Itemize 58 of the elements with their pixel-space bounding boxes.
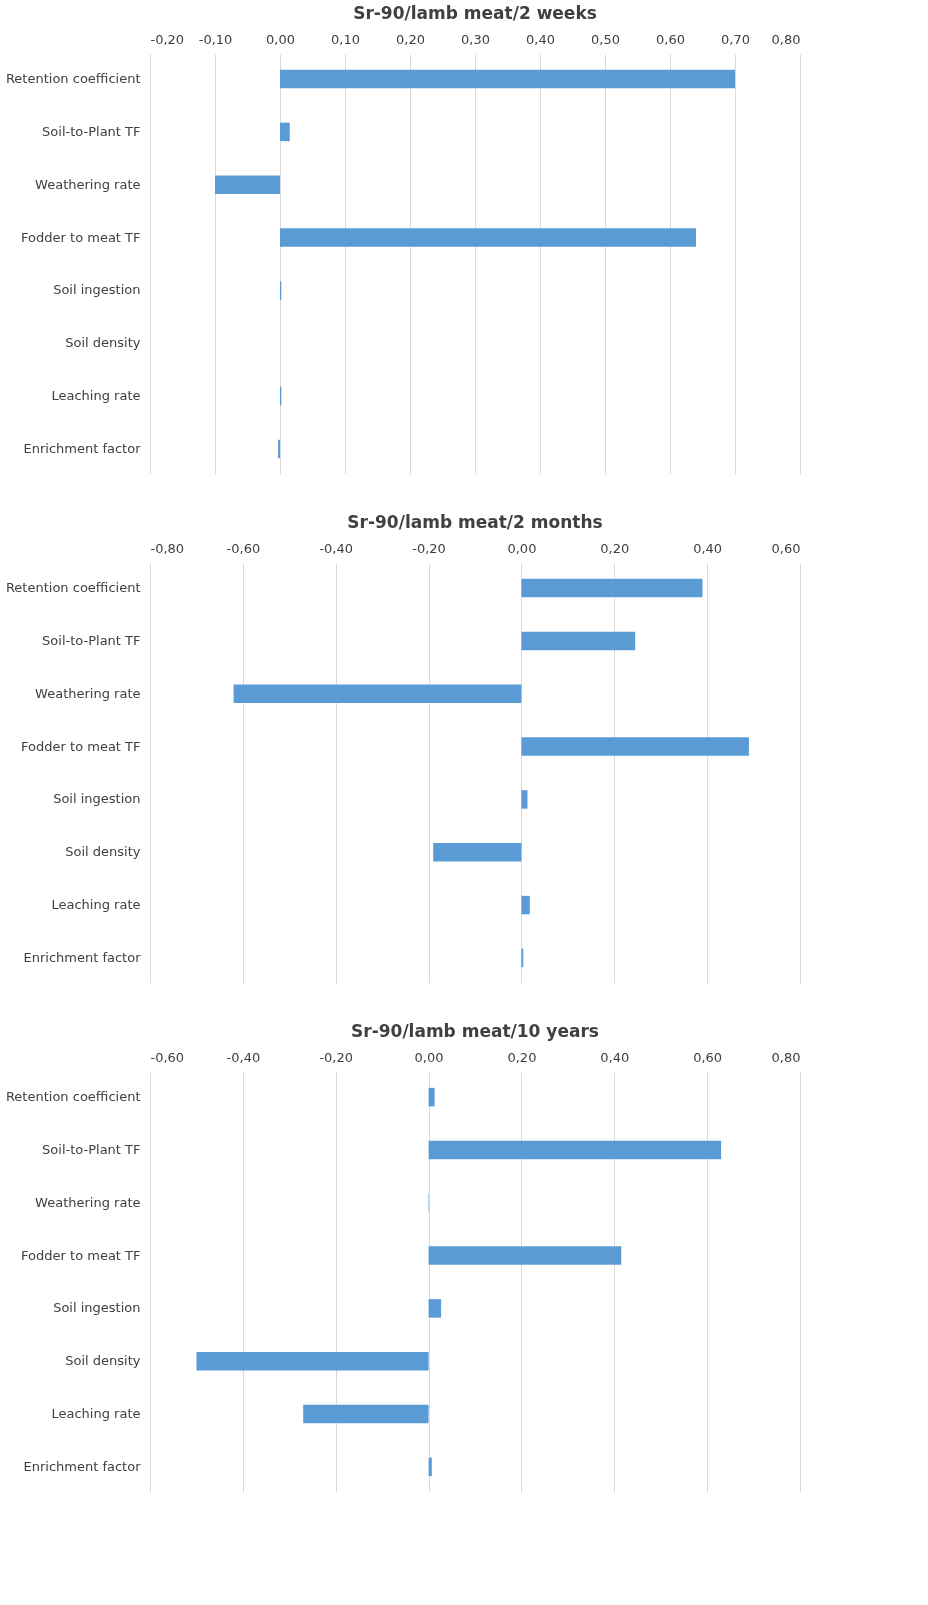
y-tick-label: Leaching rate <box>51 897 141 913</box>
y-tick-label: Weathering rate <box>35 176 141 192</box>
x-tick-label: 0,60 <box>693 1049 723 1065</box>
x-tick-label: 0,20 <box>396 31 425 47</box>
x-tick-label: 0,40 <box>526 31 555 47</box>
y-tick-label: Soil-to-Plant TF <box>42 632 141 648</box>
x-tick-label: -0,40 <box>319 540 354 556</box>
chart-title: Sr-90/lamb meat/10 years <box>351 1021 599 1041</box>
x-tick-label: 0,80 <box>771 1049 801 1065</box>
y-tick-label: Fodder to meat TF <box>21 229 141 245</box>
bar <box>280 69 735 89</box>
x-tick-label: 0,70 <box>721 31 750 47</box>
x-tick-label: 0,40 <box>693 540 723 556</box>
y-tick-label: Enrichment factor <box>23 440 142 456</box>
x-tick-label: -0,20 <box>319 1049 354 1065</box>
y-tick-label: Fodder to meat TF <box>21 738 141 754</box>
x-tick-label: -0,20 <box>150 31 185 47</box>
y-tick-label: Fodder to meat TF <box>21 1247 141 1263</box>
x-tick-label: 0,00 <box>414 1049 444 1065</box>
y-tick-label: Enrichment factor <box>23 1458 142 1474</box>
bar <box>280 122 290 142</box>
y-tick-label: Soil density <box>65 335 141 351</box>
x-tick-label: -0,60 <box>150 1049 185 1065</box>
x-tick-label: 0,60 <box>656 31 685 47</box>
x-tick-label: 0,60 <box>771 540 801 556</box>
y-tick-label: Leaching rate <box>51 388 141 404</box>
x-tick-label: -0,60 <box>226 540 261 556</box>
bar <box>280 228 696 247</box>
y-tick-label: Soil-to-Plant TF <box>42 123 141 139</box>
x-tick-label: 0,40 <box>600 1049 630 1065</box>
y-tick-label: Retention coefficient <box>5 1089 141 1105</box>
y-tick-label: Soil-to-Plant TF <box>42 1141 141 1157</box>
x-tick-label: 0,00 <box>507 540 537 556</box>
y-tick-label: Soil density <box>65 1353 141 1369</box>
bar <box>215 175 280 194</box>
x-tick-label: 0,50 <box>591 31 620 47</box>
y-tick-label: Soil ingestion <box>53 282 141 298</box>
y-tick-label: Weathering rate <box>35 685 141 701</box>
x-tick-label: -0,20 <box>412 540 446 556</box>
x-tick-label: 0,30 <box>461 31 490 47</box>
x-tick-label: -0,40 <box>226 1049 261 1065</box>
y-tick-label: Soil ingestion <box>53 791 141 807</box>
x-tick-label: 0,00 <box>266 31 295 47</box>
y-tick-label: Retention coefficient <box>5 580 141 596</box>
x-tick-label: 0,10 <box>331 31 360 47</box>
y-tick-label: Enrichment factor <box>23 949 142 965</box>
y-tick-label: Soil density <box>65 844 141 860</box>
x-tick-label: -0,80 <box>150 540 185 556</box>
x-tick-label: -0,10 <box>198 31 233 47</box>
chart-title: Sr-90/lamb meat/2 weeks <box>353 3 597 23</box>
x-tick-label: 0,20 <box>507 1049 537 1065</box>
chart-title: Sr-90/lamb meat/2 months <box>347 512 603 532</box>
y-tick-label: Retention coefficient <box>5 71 141 87</box>
y-tick-label: Leaching rate <box>51 1406 141 1422</box>
x-tick-label: 0,80 <box>771 31 801 47</box>
x-tick-label: 0,20 <box>600 540 630 556</box>
y-tick-label: Soil ingestion <box>53 1300 141 1316</box>
y-tick-label: Weathering rate <box>35 1194 141 1210</box>
